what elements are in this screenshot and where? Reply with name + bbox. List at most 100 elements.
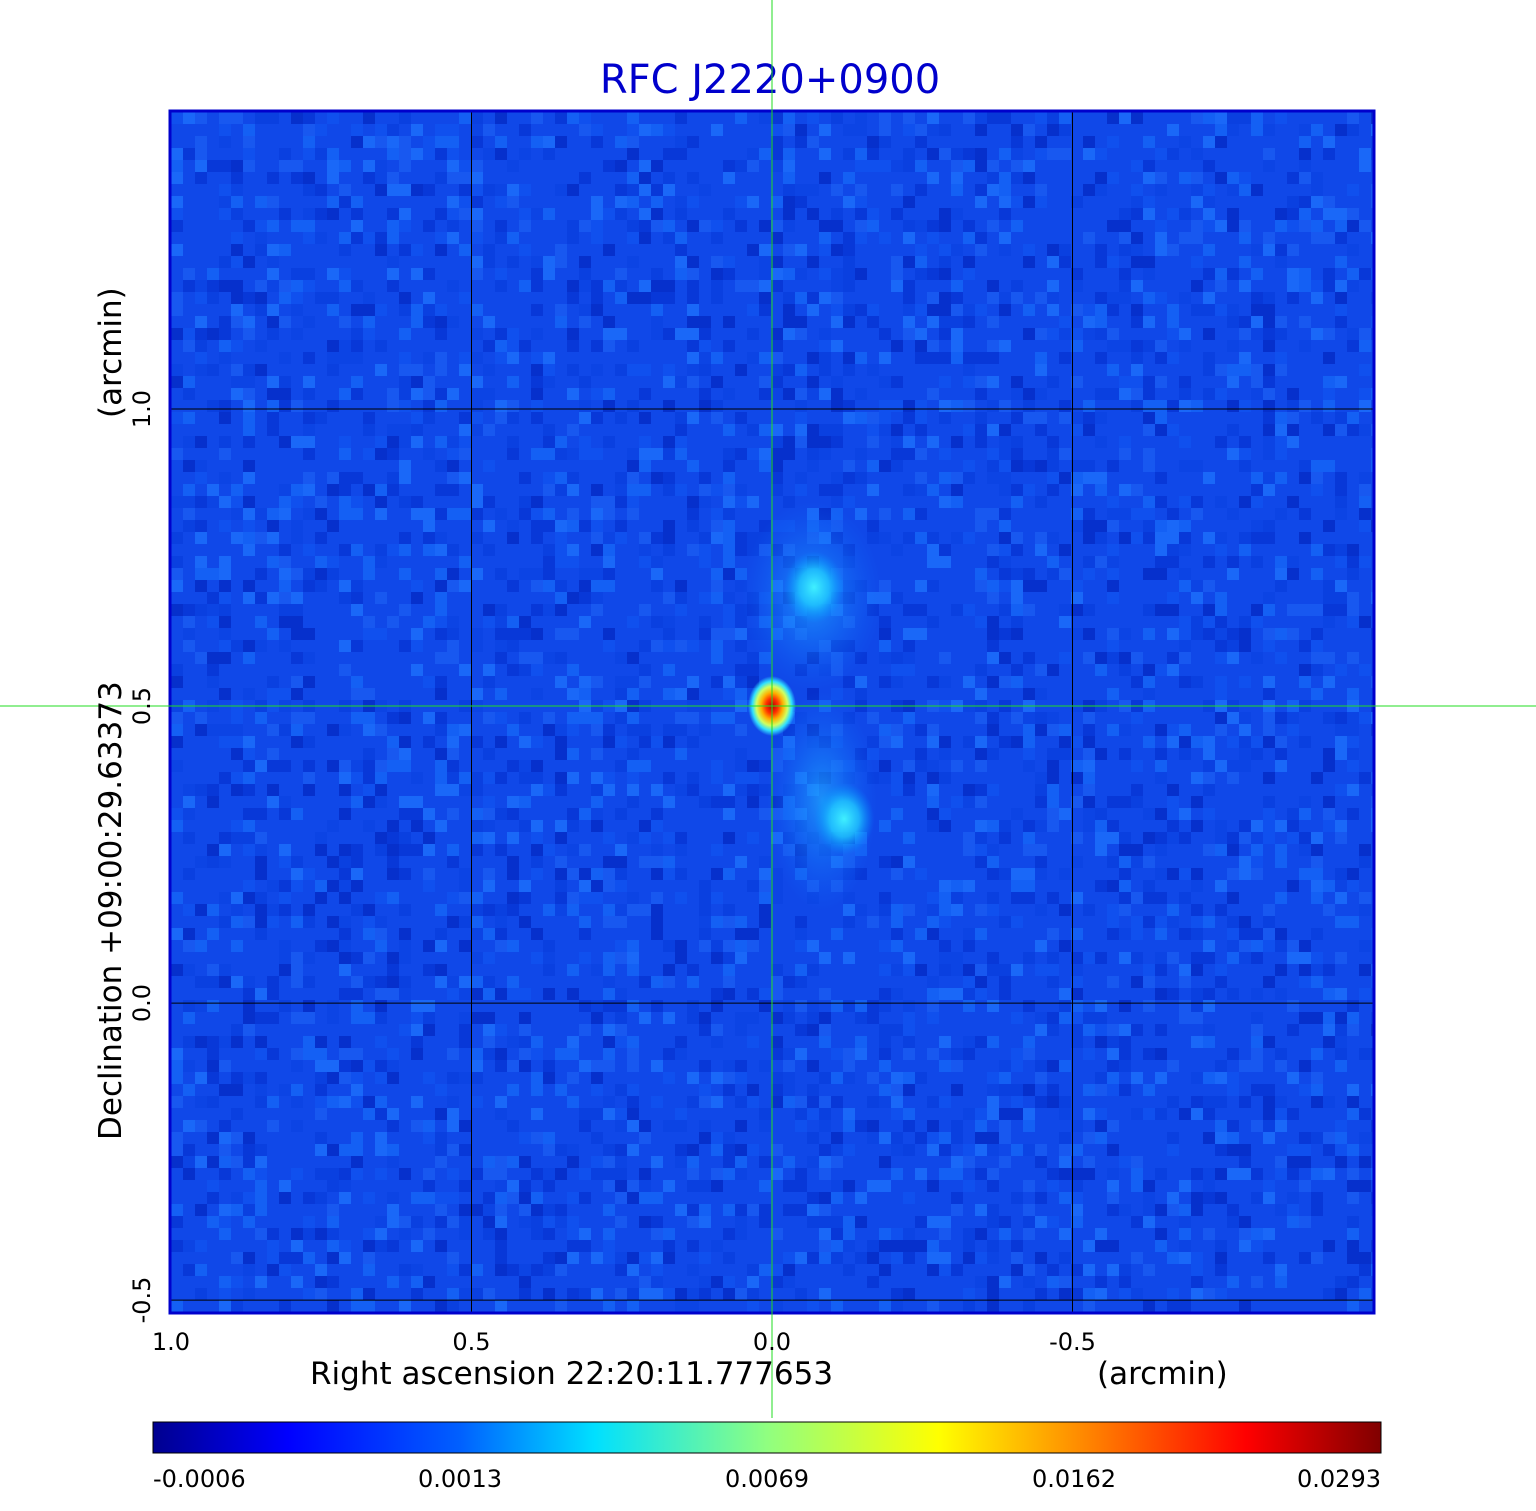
noise-pixel [1119, 832, 1131, 844]
noise-pixel [651, 856, 663, 868]
noise-pixel [1191, 172, 1203, 184]
noise-pixel [1143, 256, 1155, 268]
noise-pixel [531, 1036, 543, 1048]
noise-pixel [843, 496, 855, 508]
noise-pixel [399, 400, 411, 412]
noise-pixel [255, 340, 267, 352]
noise-pixel [447, 508, 459, 520]
noise-pixel [255, 832, 267, 844]
noise-pixel [255, 1084, 267, 1096]
noise-pixel [339, 1048, 351, 1060]
noise-pixel [603, 1300, 615, 1312]
noise-pixel [1083, 1048, 1095, 1060]
noise-pixel [1287, 1108, 1299, 1120]
noise-pixel [867, 316, 879, 328]
noise-pixel [747, 1096, 759, 1108]
noise-pixel [447, 1048, 459, 1060]
noise-pixel [555, 880, 567, 892]
noise-pixel [999, 1132, 1011, 1144]
noise-pixel [387, 1204, 399, 1216]
noise-pixel [831, 268, 843, 280]
noise-pixel [975, 820, 987, 832]
noise-pixel [1047, 112, 1059, 124]
noise-pixel [1011, 1084, 1023, 1096]
noise-pixel [1227, 364, 1239, 376]
noise-pixel [1335, 508, 1347, 520]
noise-pixel [1335, 124, 1347, 136]
noise-pixel [939, 208, 951, 220]
noise-pixel [399, 496, 411, 508]
noise-pixel [483, 820, 495, 832]
noise-pixel [435, 724, 447, 736]
noise-pixel [843, 1228, 855, 1240]
noise-pixel [567, 112, 579, 124]
noise-pixel [591, 880, 603, 892]
noise-pixel [783, 220, 795, 232]
noise-pixel [711, 988, 723, 1000]
noise-pixel [615, 280, 627, 292]
noise-pixel [399, 904, 411, 916]
noise-pixel [447, 448, 459, 460]
noise-pixel [663, 1240, 675, 1252]
noise-pixel [459, 1288, 471, 1300]
noise-pixel [507, 532, 519, 544]
noise-pixel [375, 544, 387, 556]
noise-pixel [795, 916, 807, 928]
noise-pixel [387, 748, 399, 760]
noise-pixel [495, 1216, 507, 1228]
noise-pixel [1059, 1252, 1071, 1264]
noise-pixel [771, 1096, 783, 1108]
noise-pixel [351, 856, 363, 868]
noise-pixel [471, 328, 483, 340]
noise-pixel [327, 916, 339, 928]
noise-pixel [735, 628, 747, 640]
noise-pixel [1347, 544, 1359, 556]
noise-pixel [1035, 1096, 1047, 1108]
noise-pixel [351, 472, 363, 484]
noise-pixel [447, 472, 459, 484]
noise-pixel [1191, 1036, 1203, 1048]
noise-pixel [1215, 1264, 1227, 1276]
noise-pixel [231, 316, 243, 328]
noise-pixel [339, 448, 351, 460]
noise-pixel [747, 652, 759, 664]
noise-pixel [1347, 124, 1359, 136]
noise-pixel [999, 340, 1011, 352]
noise-pixel [1311, 652, 1323, 664]
noise-pixel [1251, 748, 1263, 760]
noise-pixel [1227, 1072, 1239, 1084]
noise-pixel [1059, 148, 1071, 160]
noise-pixel [903, 640, 915, 652]
noise-pixel [711, 232, 723, 244]
noise-pixel [291, 568, 303, 580]
noise-pixel [1023, 328, 1035, 340]
noise-pixel [999, 916, 1011, 928]
noise-pixel [939, 148, 951, 160]
noise-pixel [951, 496, 963, 508]
noise-pixel [1347, 868, 1359, 880]
noise-pixel [999, 184, 1011, 196]
noise-pixel [807, 1252, 819, 1264]
noise-pixel [951, 292, 963, 304]
noise-pixel [651, 196, 663, 208]
noise-pixel [231, 820, 243, 832]
noise-pixel [1191, 148, 1203, 160]
noise-pixel [591, 964, 603, 976]
noise-pixel [687, 1168, 699, 1180]
noise-pixel [1215, 364, 1227, 376]
noise-pixel [831, 1300, 843, 1312]
noise-pixel [291, 808, 303, 820]
noise-pixel [1191, 1288, 1203, 1300]
noise-pixel [243, 820, 255, 832]
noise-pixel [1095, 952, 1107, 964]
noise-pixel [1287, 712, 1299, 724]
noise-pixel [1335, 496, 1347, 508]
noise-pixel [783, 1072, 795, 1084]
noise-pixel [999, 676, 1011, 688]
noise-pixel [879, 1228, 891, 1240]
noise-pixel [375, 160, 387, 172]
noise-pixel [675, 424, 687, 436]
noise-pixel [471, 976, 483, 988]
noise-pixel [663, 472, 675, 484]
noise-pixel [219, 112, 231, 124]
